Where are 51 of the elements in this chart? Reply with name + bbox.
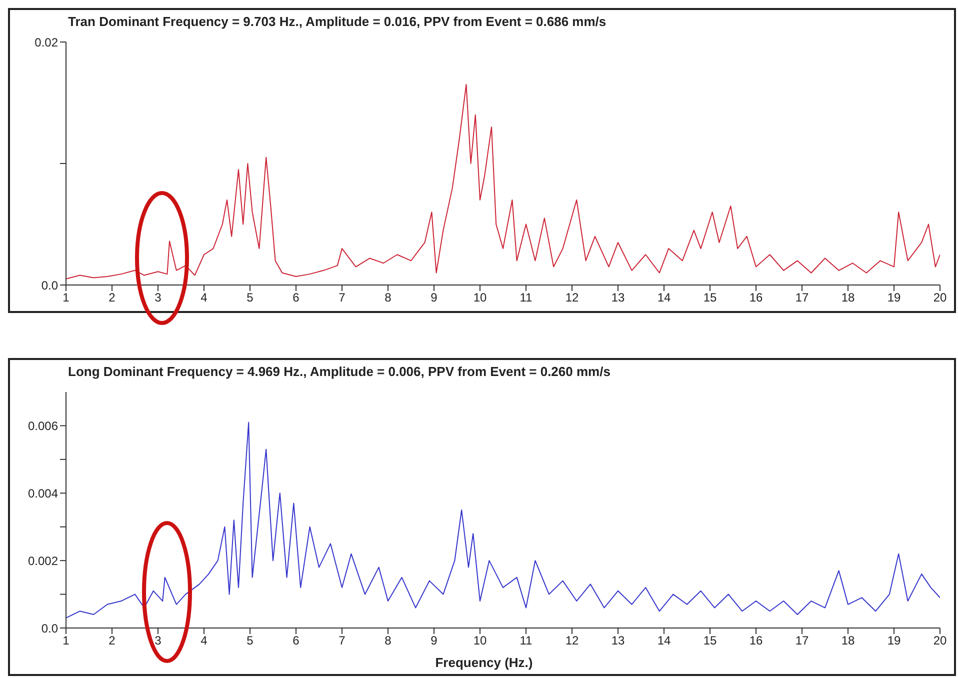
x-tick-label: 19 [887, 634, 901, 648]
x-tick-label: 2 [108, 634, 116, 648]
x-tick-label: 10 [473, 290, 487, 305]
x-tick-label: 7 [338, 290, 346, 305]
x-tick-label: 3 [154, 290, 162, 305]
x-tick-label: 1 [62, 634, 70, 648]
x-tick-label: 13 [611, 634, 625, 648]
x-tick-label: 12 [565, 290, 579, 305]
x-tick-label: 16 [749, 634, 763, 648]
x-tick-label: 18 [841, 290, 855, 305]
x-tick-label: 15 [703, 634, 717, 648]
y-tick-label: 0.0 [41, 621, 58, 636]
x-tick-label: 1 [62, 290, 70, 305]
x-tick-label: 18 [841, 634, 855, 648]
x-tick-label: 15 [703, 290, 717, 305]
x-tick-label: 20 [933, 634, 947, 648]
x-tick-label: 16 [749, 290, 763, 305]
y-tick-label: 0.004 [28, 486, 58, 500]
x-tick-label: 4 [200, 634, 208, 648]
x-tick-label: 9 [430, 634, 438, 648]
x-tick-label: 10 [473, 634, 487, 648]
x-tick-label: 6 [292, 634, 300, 648]
y-tick-label: 0.002 [28, 554, 58, 568]
line-series [66, 84, 940, 280]
x-tick-label: 11 [520, 634, 533, 648]
line-series [66, 422, 940, 618]
y-tick-label: 0.006 [28, 418, 58, 433]
x-tick-label: 7 [338, 634, 346, 648]
x-tick-label: 2 [108, 290, 116, 305]
x-tick-label: 3 [154, 634, 162, 648]
x-tick-label: 5 [246, 634, 254, 648]
x-tick-label: 6 [292, 290, 300, 305]
x-tick-label: 4 [200, 290, 208, 305]
x-tick-label: 20 [933, 290, 947, 305]
chart-title: Tran Dominant Frequency = 9.703 Hz., Amplitude = 0.016, PPV from Event = 0.686 mm/s [68, 14, 606, 29]
x-tick-label: 14 [657, 290, 671, 305]
x-tick-label: 11 [520, 290, 533, 305]
x-tick-label: 19 [887, 290, 901, 305]
x-tick-label: 17 [795, 634, 809, 648]
x-tick-label: 5 [246, 290, 254, 305]
x-tick-label: 8 [384, 290, 392, 305]
y-tick-label: 0.02 [34, 35, 58, 50]
x-tick-label: 17 [795, 290, 809, 305]
chart-title: Long Dominant Frequency = 4.969 Hz., Amplitude = 0.006, PPV from Event = 0.260 mm/s [68, 364, 610, 379]
y-tick-label: 0.0 [41, 278, 58, 292]
x-tick-label: 13 [611, 290, 625, 305]
x-tick-label: 14 [657, 634, 671, 648]
x-tick-label: 8 [384, 634, 392, 648]
x-tick-label: 12 [565, 634, 579, 648]
x-axis-title: Frequency (Hz.) [434, 655, 534, 670]
x-tick-label: 9 [430, 290, 438, 305]
